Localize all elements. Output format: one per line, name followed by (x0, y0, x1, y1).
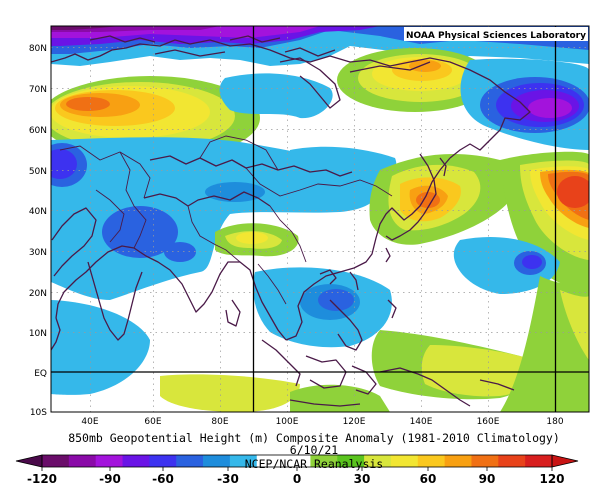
lat-label: 40N (29, 207, 47, 217)
colorbar-min-arrow (15, 454, 43, 468)
country-borders (59, 135, 393, 305)
colorbar-swatch (390, 455, 419, 467)
colorbar-swatch (498, 455, 526, 467)
colorbar-swatch (283, 455, 311, 467)
gridlines (51, 26, 589, 412)
colorbar-max-arrow (551, 454, 579, 468)
lat-label: 60N (29, 126, 47, 136)
colorbar-ticks (41, 467, 553, 471)
colorbar: -120 -90 -60 -30 0 30 60 90 120 (15, 454, 579, 486)
colorbar-swatch (149, 455, 177, 467)
lon-label: 60E (144, 417, 161, 427)
lon-label: 180 (546, 417, 563, 427)
credit-text: NOAA Physical Sciences Laboratory (406, 31, 586, 41)
colorbar-swatch (122, 455, 150, 467)
colorbar-label: 120 (539, 472, 564, 486)
colorbar-label: 0 (293, 472, 301, 486)
lon-label: 140E (410, 417, 433, 427)
lat-label: 20N (29, 289, 47, 299)
colorbar-swatch (471, 455, 499, 467)
lat-label: 10S (30, 408, 47, 418)
lat-label: 80N (29, 44, 47, 54)
colorbar-swatch (444, 455, 472, 467)
colorbar-swatch (42, 455, 70, 467)
colorbar-swatch (337, 455, 365, 467)
colorbar-swatch (417, 455, 446, 467)
lat-label: 50N (29, 167, 47, 177)
lat-label: 70N (29, 85, 47, 95)
colorbar-label: -90 (99, 472, 121, 486)
colorbar-swatch (229, 455, 258, 467)
colorbar-label: -120 (27, 472, 57, 486)
source-caption: NCEP/NCAR Reanalysis (245, 457, 383, 471)
colorbar-swatch (176, 455, 204, 467)
lon-label: 160E (477, 417, 500, 427)
latitude-labels: 80N 70N 60N 50N 40N 30N 20N 10N EQ 10S (29, 44, 47, 418)
longitude-labels: 40E 60E 80E 100E 120E 140E 160E 180 (81, 417, 563, 427)
lat-label: EQ (34, 369, 47, 379)
colorbar-swatch (364, 455, 392, 467)
colorbar-swatch (310, 455, 338, 467)
map-title: 850mb Geopotential Height (m) Composite … (68, 431, 560, 445)
reference-lines (51, 26, 589, 412)
plot-frame (50, 25, 590, 413)
lat-label: 10N (29, 329, 47, 339)
colorbar-swatch (525, 455, 553, 467)
lat-label: 30N (29, 248, 47, 258)
colorbar-label: -60 (152, 472, 174, 486)
colorbar-label: 30 (354, 472, 371, 486)
lon-label: 80E (211, 417, 228, 427)
colorbar-swatches (42, 455, 553, 467)
lon-label: 40E (81, 417, 98, 427)
date-caption: 6/10/21 (290, 443, 339, 457)
colorbar-swatch (256, 455, 284, 467)
lon-label: 100E (276, 417, 299, 427)
colorbar-label: 60 (420, 472, 437, 486)
credit-box: NOAA Physical Sciences Laboratory (404, 27, 588, 41)
colorbar-label: 90 (479, 472, 496, 486)
colorbar-swatch (203, 455, 231, 467)
lon-label: 120E (343, 417, 366, 427)
colorbar-label: -30 (217, 472, 239, 486)
colorbar-swatch (68, 455, 97, 467)
colorbar-swatch (95, 455, 123, 467)
map-plot-area (51, 26, 589, 412)
